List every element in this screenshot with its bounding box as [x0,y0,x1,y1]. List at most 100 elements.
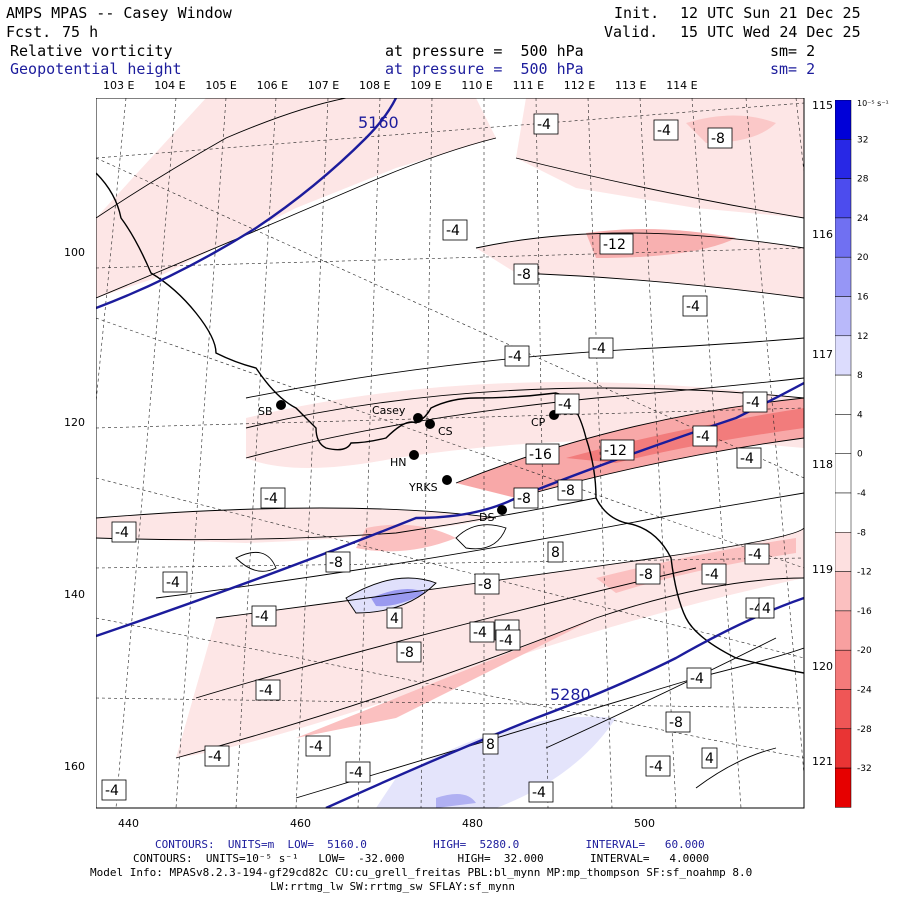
forecast-label: Fcst. [6,23,52,41]
svg-text:-4: -4 [115,525,129,541]
colorbar-label: 12 [857,332,868,342]
svg-text:-8: -8 [517,267,531,283]
vorticity-label: -4 [260,487,286,509]
colorbar-box [835,100,852,140]
station-markers: SB Casey CS HN YRKS DS CP [258,400,559,524]
field1-smoothing: sm= 2 [770,42,816,60]
vorticity-label: -8 [474,573,500,595]
x-tick: 500 [634,817,655,830]
svg-text:-4: -4 [746,395,760,411]
station-dot-cs [425,419,435,429]
valid-time: 15 UTC Wed 24 Dec 25 [680,23,861,41]
vorticity-label: -4 [345,761,371,783]
colorbar-label: 4 [857,410,863,420]
svg-text:-4: -4 [473,625,487,641]
vorticity-label: -4 [305,735,331,757]
vorticity-label: -4 [554,393,580,415]
x-tick: 440 [118,817,139,830]
colorbar-box [835,610,852,651]
height-contour-5280 [325,596,804,808]
footer-model-info: Model Info: MPASv8.2.3-194-gf29cd82c CU:… [90,866,753,879]
colorbar-box [835,139,852,179]
x-tick: 460 [290,817,311,830]
svg-text:4: 4 [762,601,771,617]
init-time: 12 UTC Sun 21 Dec 25 [680,4,861,22]
colorbar-label: 24 [857,214,869,224]
field2-name: Geopotential height [10,60,182,78]
svg-text:-16: -16 [529,447,552,463]
vorticity-label: -4 [686,667,712,689]
colorbar-box [835,453,852,494]
colorbar-label: 0 [857,450,863,460]
colorbar-box [835,728,852,769]
top-lon-label: 106 E [256,79,289,92]
svg-text:-4: -4 [255,609,269,625]
colorbar-box [835,767,852,808]
top-lon-label: 111 E [512,79,545,92]
colorbar-box [835,374,852,415]
vorticity-label: -4 [653,119,679,141]
vorticity-label: 4 [386,607,403,629]
svg-text:-12: -12 [603,237,626,253]
svg-text:-4: -4 [166,575,180,591]
svg-text:-8: -8 [478,577,492,593]
svg-text:-4: -4 [349,765,363,781]
footer-vorticity-contours: CONTOURS: UNITS=10⁻⁵ s⁻¹ LOW= -32.000 HI… [133,852,710,865]
colorbar-label: -4 [857,489,866,499]
forecast-hour: 75 h [62,23,99,41]
vorticity-label: -8 [707,127,733,149]
map-title: AMPS MPAS -- Casey Window [6,4,232,22]
colorbar-label: -20 [857,646,872,656]
colorbar-box [835,689,852,730]
vorticity-label: -8 [396,641,422,663]
field2-pressure: at pressure = 500 hPa [385,60,584,78]
svg-text:-4: -4 [208,749,222,765]
vorticity-label: -4 [469,621,495,643]
svg-text:-8: -8 [639,567,653,583]
field1-pressure: at pressure = 500 hPa [385,42,584,60]
top-lon-label: 103 E [103,79,135,92]
svg-text:-4: -4 [532,785,546,801]
vorticity-label: -4 [701,563,727,585]
svg-text:-8: -8 [400,645,414,661]
colorbar-box [835,532,852,572]
colorbar-box [835,335,852,376]
svg-text:-12: -12 [604,443,627,459]
top-lon-label: 107 E [307,79,340,92]
station-label-cp: CP [531,416,546,429]
svg-text:-4: -4 [657,123,671,139]
vorticity-label: -8 [557,479,583,501]
colorbar-box [835,217,852,258]
top-lon-label: 104 E [154,79,186,92]
svg-text:-8: -8 [561,483,575,499]
vorticity-label: -8 [513,487,539,509]
svg-text:-8: -8 [669,715,683,731]
colorbar-label: -24 [857,686,872,696]
vorticity-label: -16 [525,443,560,465]
svg-text:4: 4 [390,611,399,627]
colorbar-box [835,649,852,690]
svg-text:-8: -8 [517,491,531,507]
vorticity-label: -4 [742,391,768,413]
colorbar-box [835,571,852,612]
svg-text:8: 8 [486,737,495,753]
station-label-ds: DS [479,511,494,524]
field1-name: Relative vorticity [10,42,173,60]
svg-text:-4: -4 [690,671,704,687]
height-label: 5280 [550,685,591,704]
station-label-hn: HN [390,456,407,469]
vorticity-label: 8 [482,733,499,755]
svg-text:-4: -4 [558,397,572,413]
colorbar-box [835,296,852,337]
y-tick: 160 [64,760,85,773]
height-contour-5160 [96,98,398,310]
colorbar: 32 28 24 20 16 12 8 4 0 -4 -8 -12 -16 -20 -24 -28 -32 10… [835,100,889,808]
colorbar-label: -32 [857,764,872,774]
vorticity-label: -8 [513,263,539,285]
svg-text:-4: -4 [105,783,119,799]
y-tick: 120 [64,416,85,429]
colorbar-label: -28 [857,725,872,735]
vorticity-label: -4 [744,543,770,565]
colorbar-label: -8 [857,528,866,538]
colorbar-labels: 32 28 24 20 16 12 8 4 0 -4 -8 -12 -16 -20 -24 -28 -32 [857,135,872,774]
